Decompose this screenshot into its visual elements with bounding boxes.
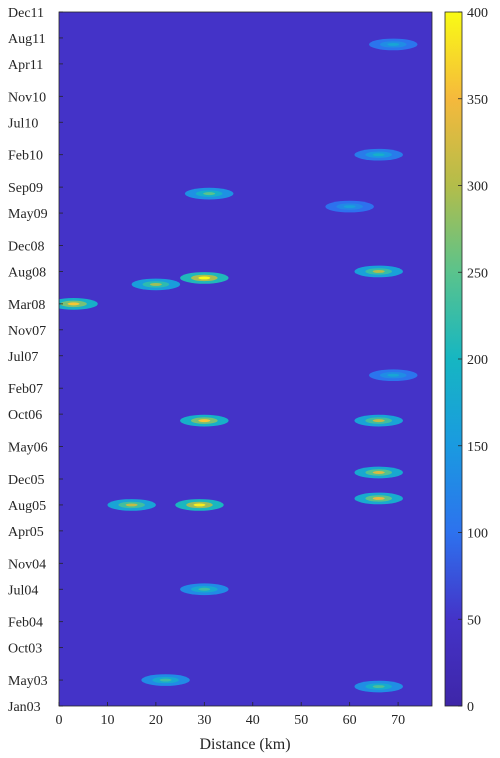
heatmap-hotspot: [198, 587, 211, 591]
heatmap-hotspot: [149, 282, 162, 286]
heatmap-hotspot: [193, 503, 206, 507]
plot-frame: [58, 11, 433, 707]
heatmap-hotspot: [203, 192, 216, 196]
x-tick-label: 70: [391, 713, 405, 728]
y-tick-label: Jul07: [8, 350, 38, 365]
heatmap-hotspot: [372, 153, 385, 157]
y-tick-label: Apr05: [8, 525, 44, 540]
y-tick-label: Dec11: [8, 6, 44, 21]
y-tick-label: Nov04: [8, 557, 46, 572]
colorbar-ticks: 0 50 100 150 200 250 300 350 400: [458, 6, 488, 715]
colorbar-tick-label: 400: [467, 6, 488, 21]
y-tick-label: Jan03: [8, 700, 41, 715]
colorbar-tick-label: 350: [467, 93, 488, 108]
colorbar-tick-label: 0: [467, 700, 474, 715]
y-tick-label: Nov07: [8, 324, 46, 339]
y-tick-label: Sep09: [8, 181, 43, 196]
y-tick-label: Oct03: [8, 642, 42, 657]
y-tick-label: Dec05: [8, 473, 45, 488]
x-tick-label: 40: [246, 713, 260, 728]
x-tick-label: 30: [197, 713, 211, 728]
heatmap-hotspot: [372, 269, 385, 273]
y-tick-label: Dec08: [8, 239, 45, 254]
y-tick-label: Feb04: [8, 616, 43, 631]
colorbar-tick-label: 50: [467, 613, 481, 628]
heatmap-hotspot: [125, 503, 138, 507]
y-tick-label: Aug05: [8, 499, 46, 514]
x-tick-label: 50: [294, 713, 308, 728]
x-tick-label: 0: [56, 713, 63, 728]
y-axis: Jan03 May03 Oct03 Feb04 Jul04 Nov04 Apr05 Aug05…: [8, 6, 63, 715]
x-tick-label: 10: [100, 713, 114, 728]
heatmap-hotspot: [372, 471, 385, 474]
colorbar-tick-label: 300: [467, 180, 488, 195]
y-tick-label: May09: [8, 207, 48, 222]
heatmap-hotspot: [372, 685, 385, 689]
x-axis-label: Distance (km): [199, 736, 290, 753]
y-tick-label: Nov10: [8, 90, 46, 105]
heatmap-hotspot: [387, 42, 400, 46]
y-tick-label: Aug11: [8, 32, 46, 47]
y-tick-label: Apr11: [8, 58, 43, 73]
x-axis: 0 10 20 30 40 50 60 70: [56, 702, 405, 728]
heatmap-hotspot: [387, 373, 400, 377]
y-tick-label: Oct06: [8, 408, 42, 423]
heatmap-hotspot: [372, 496, 385, 500]
y-tick-label: Jul10: [8, 116, 38, 131]
x-tick-label: 20: [149, 713, 163, 728]
y-tick-label: Feb10: [8, 149, 43, 164]
y-tick-label: Aug08: [8, 265, 46, 280]
y-tick-label: Feb07: [8, 382, 43, 397]
heatmap-background: [59, 12, 432, 706]
heatmap-hotspot: [343, 205, 356, 209]
heatmap-hotspot: [67, 302, 80, 306]
heatmap-hotspot: [159, 678, 172, 682]
x-tick-label: 60: [343, 713, 357, 728]
heatmap-area: [59, 12, 432, 706]
y-tick-label: May03: [8, 674, 48, 689]
colorbar-tick-label: 250: [467, 266, 488, 281]
colorbar-tick-label: 150: [467, 440, 488, 455]
y-tick-label: May06: [8, 441, 48, 456]
colorbar-tick-label: 100: [467, 527, 488, 542]
colorbar-tick-label: 200: [467, 353, 488, 368]
y-tick-label: Mar08: [8, 298, 45, 313]
heatmap-hotspot: [198, 276, 211, 280]
heatmap-hotspot: [372, 419, 385, 423]
y-tick-label: Jul04: [8, 583, 38, 598]
heatmap-hotspot: [198, 419, 211, 423]
